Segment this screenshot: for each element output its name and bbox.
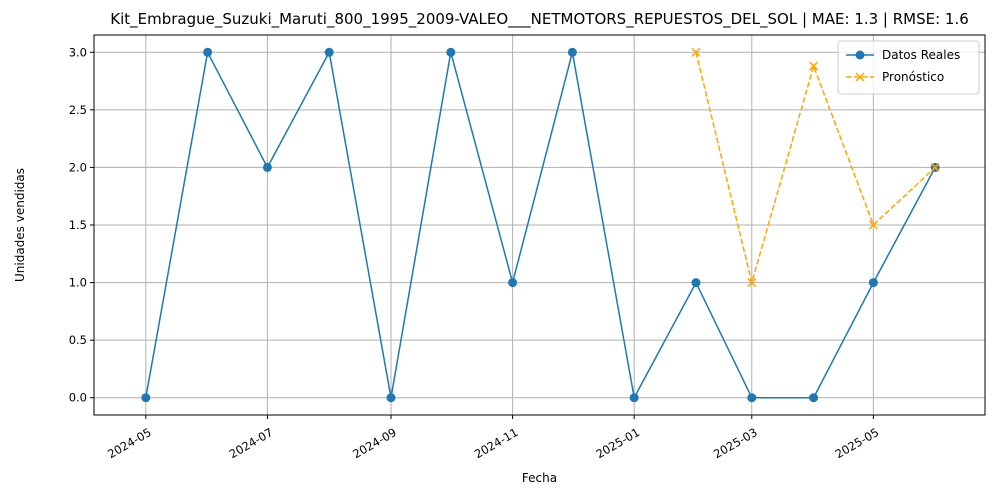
y-tick-label: 2.0 <box>69 160 87 174</box>
chart-title: Kit_Embrague_Suzuki_Maruti_800_1995_2009… <box>110 10 969 29</box>
y-tick-label: 3.0 <box>69 45 87 59</box>
forecast-point <box>809 61 819 71</box>
data-point <box>629 393 639 403</box>
series-line <box>145 49 936 400</box>
x-tick-label: 2024-05 <box>105 425 154 461</box>
y-tick-label: 1.0 <box>69 276 87 290</box>
data-point <box>868 278 878 288</box>
data-point <box>203 47 213 57</box>
data-point <box>809 393 819 403</box>
x-tick-label: 2025-05 <box>833 425 882 461</box>
data-point <box>141 393 151 403</box>
y-tick-label: 0.0 <box>69 391 87 405</box>
data-point <box>691 278 701 288</box>
series-line <box>695 52 936 286</box>
legend-item: Datos Reales <box>846 48 960 62</box>
data-point <box>262 162 272 172</box>
y-axis-label: Unidades vendidas <box>13 168 27 282</box>
forecast-point <box>747 278 757 288</box>
data-point <box>386 393 396 403</box>
y-axis-ticks: 0.0 0.5 1.0 1.5 2.0 2.5 3.0 <box>69 45 94 405</box>
legend-label: Pronóstico <box>882 70 944 84</box>
data-point <box>324 47 334 57</box>
x-axis-label: Fecha <box>522 471 557 485</box>
data-point <box>508 278 518 288</box>
legend-item: Pronóstico <box>846 70 944 84</box>
data-point <box>567 47 577 57</box>
series-layer <box>141 47 940 403</box>
forecast-point <box>691 47 701 57</box>
forecast-point <box>868 220 878 230</box>
x-tick-label: 2024-09 <box>350 425 399 461</box>
forecast-point <box>930 162 940 172</box>
y-tick-label: 2.5 <box>69 103 87 117</box>
x-axis-ticks: 2024-05 2024-07 2024-09 2024-11 2025-01 2025-… <box>105 415 881 461</box>
legend-label: Datos Reales <box>882 48 960 62</box>
grid <box>94 35 985 415</box>
x-tick-label: 2024-07 <box>227 425 276 461</box>
x-tick-label: 2025-03 <box>711 425 760 461</box>
data-point <box>747 393 757 403</box>
forecast-point <box>855 72 865 82</box>
data-point <box>855 50 865 60</box>
series-forecast <box>691 47 940 288</box>
y-tick-label: 1.5 <box>69 218 87 232</box>
x-tick-label: 2024-11 <box>472 425 521 461</box>
y-tick-label: 0.5 <box>69 333 87 347</box>
data-point <box>446 47 456 57</box>
x-tick-label: 2025-01 <box>593 425 642 461</box>
legend: Datos Reales Pronóstico <box>837 40 980 95</box>
